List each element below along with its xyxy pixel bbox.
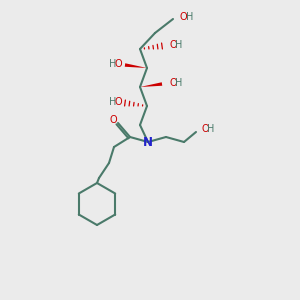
Text: H: H (207, 124, 214, 134)
Text: O: O (180, 12, 188, 22)
Text: H: H (109, 97, 116, 107)
Text: O: O (109, 115, 117, 125)
Text: O: O (169, 40, 177, 50)
Text: H: H (175, 40, 182, 50)
Text: H: H (109, 59, 116, 69)
Text: H: H (186, 12, 194, 22)
Text: N: N (143, 136, 153, 148)
Text: O: O (114, 59, 122, 69)
Text: O: O (201, 124, 208, 134)
Text: O: O (114, 97, 122, 107)
Text: H: H (175, 78, 182, 88)
Polygon shape (125, 63, 147, 68)
Text: O: O (169, 78, 177, 88)
Polygon shape (140, 82, 162, 87)
